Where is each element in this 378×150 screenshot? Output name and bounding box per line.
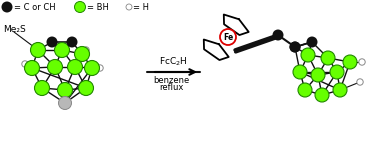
Circle shape xyxy=(343,55,357,69)
Circle shape xyxy=(126,4,132,10)
Circle shape xyxy=(74,2,85,12)
Circle shape xyxy=(357,79,363,85)
Circle shape xyxy=(97,65,103,71)
Circle shape xyxy=(307,36,318,48)
Circle shape xyxy=(34,81,50,96)
Circle shape xyxy=(57,82,73,98)
Circle shape xyxy=(315,88,329,102)
Circle shape xyxy=(290,42,301,52)
Circle shape xyxy=(25,60,39,75)
Text: = BH: = BH xyxy=(87,3,109,12)
Circle shape xyxy=(46,36,57,48)
Circle shape xyxy=(59,96,71,110)
Text: = H: = H xyxy=(133,3,149,12)
Circle shape xyxy=(67,36,77,48)
Circle shape xyxy=(74,46,90,62)
Circle shape xyxy=(83,47,89,53)
Text: reflux: reflux xyxy=(159,83,184,92)
Text: Fe: Fe xyxy=(223,33,233,42)
Circle shape xyxy=(273,30,284,40)
Circle shape xyxy=(85,60,99,75)
Circle shape xyxy=(31,42,45,57)
Text: FcC$_2$H: FcC$_2$H xyxy=(159,56,188,68)
Circle shape xyxy=(2,2,12,12)
Circle shape xyxy=(330,65,344,79)
Circle shape xyxy=(359,59,365,65)
Circle shape xyxy=(321,51,335,65)
Circle shape xyxy=(298,83,312,97)
Circle shape xyxy=(293,65,307,79)
Text: = C or CH: = C or CH xyxy=(14,3,56,12)
Circle shape xyxy=(301,48,315,62)
Text: benzene: benzene xyxy=(153,76,190,85)
Text: Me₂S: Me₂S xyxy=(3,24,26,33)
Circle shape xyxy=(220,29,236,45)
Circle shape xyxy=(333,83,347,97)
Circle shape xyxy=(22,61,28,67)
Circle shape xyxy=(48,60,62,75)
Circle shape xyxy=(79,81,93,96)
Circle shape xyxy=(68,60,82,75)
Circle shape xyxy=(54,42,70,57)
Circle shape xyxy=(311,68,325,82)
Circle shape xyxy=(290,42,301,52)
